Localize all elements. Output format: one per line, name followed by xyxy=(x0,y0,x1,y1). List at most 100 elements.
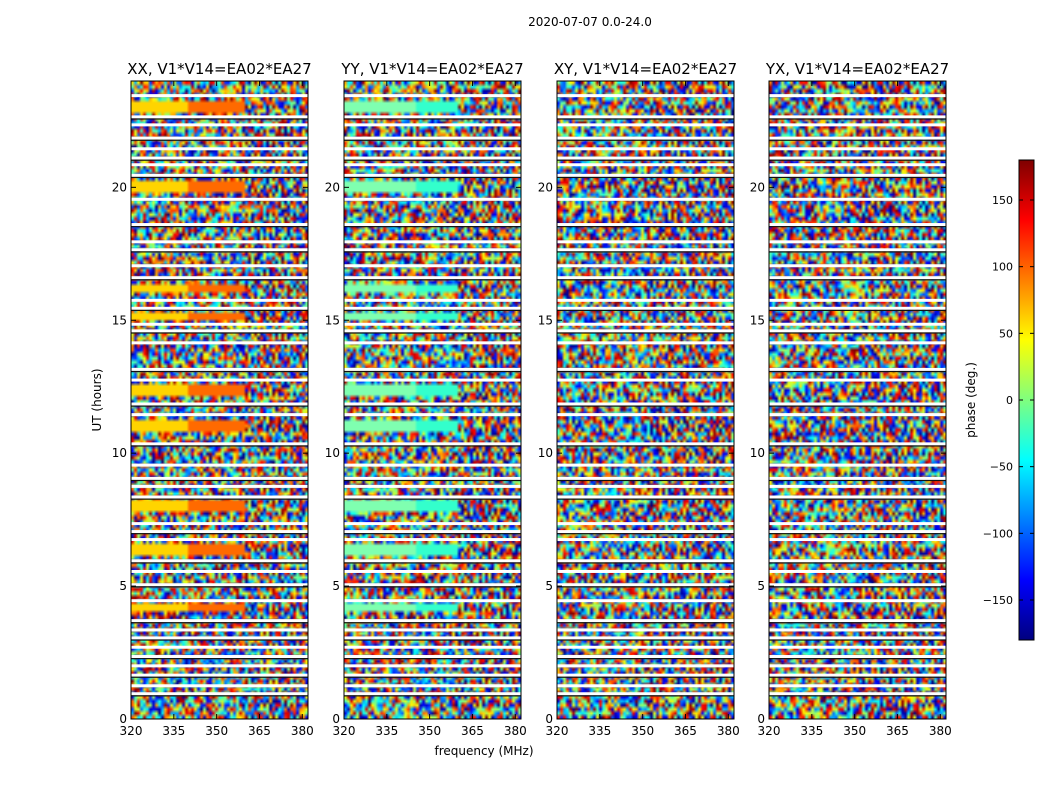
x-tick-label: 335 xyxy=(375,724,398,738)
flag-edge xyxy=(769,562,946,564)
flagged-row xyxy=(557,136,734,140)
flag-edge xyxy=(131,226,308,228)
flag-edge xyxy=(557,370,734,373)
flag-edge xyxy=(131,562,308,564)
flagged-row xyxy=(769,495,946,499)
flagged-row xyxy=(557,341,734,345)
flag-edge xyxy=(769,370,946,373)
flag-edge xyxy=(344,159,521,161)
y-tick-label: 0 xyxy=(332,712,340,726)
flagged-row xyxy=(344,636,521,640)
flag-edge xyxy=(344,445,521,447)
flag-edge xyxy=(131,586,308,588)
flagged-row xyxy=(344,692,521,696)
flagged-row xyxy=(557,248,734,252)
flag-edge xyxy=(557,405,734,407)
flagged-row xyxy=(131,530,308,534)
x-tick-label: 320 xyxy=(546,724,569,738)
flagged-row xyxy=(344,619,521,623)
x-tick-label: 335 xyxy=(162,724,185,738)
y-tick-label: 20 xyxy=(325,180,340,194)
flagged-row xyxy=(344,673,521,677)
flagged-row xyxy=(769,583,946,587)
flagged-row xyxy=(557,223,734,227)
flagged-row xyxy=(769,636,946,640)
flagged-row xyxy=(769,402,946,406)
flagged-row xyxy=(344,583,521,587)
flagged-row xyxy=(557,163,734,167)
flagged-row xyxy=(344,495,521,499)
flagged-row xyxy=(131,306,308,310)
flagged-row xyxy=(557,463,734,467)
colorbar-tick-label: 100 xyxy=(992,261,1013,274)
flagged-row xyxy=(131,136,308,140)
flag-edge xyxy=(557,445,734,447)
x-tick-label: 350 xyxy=(843,724,866,738)
flagged-row xyxy=(131,463,308,467)
y-tick-label: 10 xyxy=(112,446,127,460)
flagged-row xyxy=(131,329,308,333)
y-tick-label: 10 xyxy=(325,446,340,460)
flagged-row xyxy=(344,197,521,201)
flagged-row xyxy=(557,599,734,603)
flagged-row xyxy=(769,264,946,268)
flagged-row xyxy=(557,367,734,371)
colorbar-tick-label: 0 xyxy=(1006,394,1013,407)
flagged-row xyxy=(557,569,734,573)
flag-edge xyxy=(131,695,308,697)
panel-title: XX, V1*V14=EA02*EA27 xyxy=(127,60,311,78)
x-tick-label: 335 xyxy=(588,724,611,738)
flagged-row xyxy=(557,378,734,382)
flagged-row xyxy=(344,341,521,345)
colorbar-tick-label: −150 xyxy=(983,594,1013,607)
x-tick-label: 335 xyxy=(800,724,823,738)
flagged-row xyxy=(769,123,946,127)
heatmap-image xyxy=(344,81,521,719)
flag-edge xyxy=(131,370,308,373)
flagged-row xyxy=(769,442,946,446)
x-tick-label: 365 xyxy=(248,724,271,738)
flagged-row xyxy=(557,645,734,649)
colorbar: 150 100 50 0 −50 −100 −150 phase (deg.) xyxy=(964,159,1035,641)
panel-frame xyxy=(130,80,309,720)
flagged-row xyxy=(557,147,734,151)
flagged-row xyxy=(344,136,521,140)
flagged-row xyxy=(557,94,734,98)
flagged-row xyxy=(557,583,734,587)
flag-edge xyxy=(557,159,734,161)
flag-edge xyxy=(769,279,946,281)
flagged-row xyxy=(769,645,946,649)
x-tick-label: 380 xyxy=(291,724,314,738)
flag-edge xyxy=(131,445,308,447)
flagged-row xyxy=(344,484,521,488)
y-tick-label: 0 xyxy=(545,712,553,726)
flagged-row xyxy=(769,240,946,244)
flagged-row xyxy=(131,123,308,127)
flagged-row xyxy=(344,628,521,632)
flagged-row xyxy=(131,655,308,659)
flag-edge xyxy=(557,639,734,641)
flagged-row xyxy=(131,94,308,98)
flag-edge xyxy=(557,226,734,228)
flag-edge xyxy=(344,309,521,311)
flagged-row xyxy=(344,115,521,119)
flagged-row xyxy=(131,240,308,244)
flag-edge xyxy=(344,676,521,678)
flagged-row xyxy=(557,628,734,632)
panel-frame xyxy=(556,80,735,720)
flag-edge xyxy=(557,251,734,253)
panel-title: YX, V1*V14=EA02*EA27 xyxy=(765,60,949,78)
x-tick-label: 350 xyxy=(631,724,654,738)
flagged-row xyxy=(769,115,946,119)
flagged-row xyxy=(344,522,521,526)
flagged-row xyxy=(131,264,308,268)
flag-edge xyxy=(131,139,308,141)
y-tick-label: 15 xyxy=(325,313,340,327)
flagged-row xyxy=(344,559,521,563)
flag-edge xyxy=(769,586,946,588)
x-tick-label: 365 xyxy=(886,724,909,738)
y-tick-label: 20 xyxy=(750,180,765,194)
flagged-row xyxy=(131,378,308,382)
flagged-row xyxy=(344,329,521,333)
flag-edge xyxy=(557,176,734,179)
